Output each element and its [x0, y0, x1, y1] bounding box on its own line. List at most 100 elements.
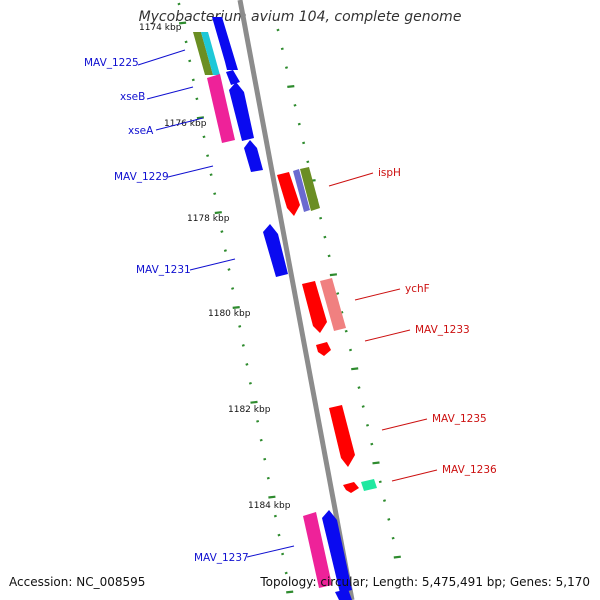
kbp-label-1178: 1178 kbp: [187, 214, 230, 224]
gene-xseb[interactable]: [207, 74, 235, 143]
gene-label-mav-1233[interactable]: MAV_1233: [415, 324, 470, 336]
left-track-minor-tick: [231, 287, 235, 290]
kbp-label-1180: 1180 kbp: [208, 309, 251, 319]
left-track-minor-tick: [238, 325, 242, 328]
left-track-minor-tick: [256, 419, 260, 423]
genome-backbone: [237, 0, 355, 600]
kbp-label-1176: 1176 kbp: [164, 119, 207, 129]
right-track-minor-tick: [344, 329, 348, 333]
right-track-major-tick: [329, 273, 338, 277]
kbp-label-1182: 1182 kbp: [228, 405, 271, 415]
right-track-minor-tick: [327, 254, 331, 258]
gene-isph-red[interactable]: [277, 172, 300, 216]
gene-mav-1233[interactable]: [316, 342, 331, 356]
gene-mav-1237[interactable]: [322, 510, 352, 593]
accession-text: Accession: NC_008595: [9, 575, 146, 589]
left-track-major-tick: [178, 21, 187, 25]
gene-label-mav-1237[interactable]: MAV_1237: [194, 552, 249, 564]
right-track-minor-tick: [378, 480, 382, 484]
genome-summary-text: Topology: circular; Length: 5,475,491 bp…: [260, 575, 590, 589]
gene-cyan[interactable]: [201, 32, 220, 75]
right-track-minor-tick: [319, 216, 323, 220]
gene-bottom-blue[interactable]: [335, 589, 352, 600]
right-track-minor-tick: [297, 122, 301, 126]
left-track-minor-tick: [248, 381, 252, 385]
gene-mav-1236-red[interactable]: [343, 482, 359, 493]
gene-mav-1231[interactable]: [263, 224, 288, 277]
right-track-minor-tick: [370, 442, 374, 446]
left-strand-genes: [193, 17, 352, 600]
left-track-minor-tick: [273, 514, 277, 518]
gene-ychf-red[interactable]: [302, 281, 327, 333]
left-tick-track: [177, 2, 294, 594]
gene-label-xseb[interactable]: xseB: [120, 91, 145, 103]
left-track-minor-tick: [277, 533, 281, 537]
left-track-minor-tick: [263, 457, 267, 461]
right-track-major-tick: [287, 85, 295, 88]
gene-small-blue[interactable]: [226, 70, 240, 85]
right-track-minor-tick: [348, 348, 353, 352]
right-track-minor-tick: [276, 28, 280, 32]
right-track-minor-tick: [280, 47, 284, 51]
gene-mav-1235[interactable]: [329, 405, 355, 467]
gene-label-mav-1229[interactable]: MAV_1229: [114, 171, 169, 183]
gene-mav-1229[interactable]: [244, 140, 263, 172]
right-track-major-tick: [351, 367, 359, 371]
right-track-minor-tick: [284, 66, 289, 69]
kbp-label-1174: 1174 kbp: [139, 23, 182, 33]
gene-isph[interactable]: [300, 167, 320, 211]
left-track-minor-tick: [206, 154, 210, 158]
left-track-minor-tick: [245, 363, 249, 366]
gene-mav-1225[interactable]: [212, 17, 238, 70]
right-track-minor-tick: [302, 141, 306, 145]
gene-mav-1236[interactable]: [361, 479, 377, 491]
left-track-minor-tick: [209, 173, 213, 177]
right-track-minor-tick: [361, 405, 365, 408]
gene-label-mav-1231[interactable]: MAV_1231: [136, 264, 191, 276]
gene-xsea[interactable]: [229, 82, 254, 141]
left-track-major-tick: [268, 495, 276, 499]
right-track-minor-tick: [336, 292, 340, 295]
right-strand-genes: [277, 167, 377, 493]
gene-label-mav-1236[interactable]: MAV_1236: [442, 464, 497, 476]
left-track-minor-tick: [259, 438, 263, 442]
right-track-minor-tick: [382, 499, 387, 502]
right-track-major-tick: [372, 461, 380, 465]
right-track-minor-tick: [293, 103, 297, 107]
right-track-minor-tick: [365, 423, 370, 427]
right-track-minor-tick: [357, 386, 361, 389]
right-track-minor-tick: [391, 536, 395, 540]
gene-olive[interactable]: [193, 32, 213, 75]
left-track-minor-tick: [220, 230, 224, 233]
gene-label-mav-1235[interactable]: MAV_1235: [432, 413, 487, 425]
left-track-minor-tick: [227, 268, 231, 271]
left-track-major-tick: [250, 400, 258, 404]
right-track-major-tick: [393, 555, 401, 559]
kbp-label-1184: 1184 kbp: [248, 501, 291, 511]
left-track-minor-tick: [188, 59, 192, 63]
left-track-minor-tick: [266, 476, 270, 480]
left-track-major-tick: [196, 116, 205, 120]
right-track-minor-tick: [306, 160, 310, 164]
left-track-minor-tick: [281, 552, 285, 556]
left-track-minor-tick: [184, 40, 188, 44]
right-tick-track: [276, 28, 401, 559]
gene-label-isph[interactable]: ispH: [378, 167, 401, 179]
left-track-minor-tick: [241, 344, 245, 347]
left-track-minor-tick: [202, 135, 206, 139]
left-track-minor-tick: [195, 97, 199, 101]
gene-label-xsea[interactable]: xseA: [128, 125, 154, 137]
left-track-major-tick: [232, 306, 240, 309]
left-track-minor-tick: [284, 571, 288, 575]
gene-isph-purple[interactable]: [293, 169, 310, 212]
left-track-minor-tick: [191, 78, 195, 82]
gene-mav-1237-pink[interactable]: [303, 512, 332, 588]
right-leader-lines: [328, 172, 438, 482]
gene-label-ychf[interactable]: ychF: [405, 283, 430, 295]
gene-label-mav-1225[interactable]: MAV_1225: [84, 57, 139, 69]
right-track-minor-tick: [323, 235, 327, 239]
gene-ychf[interactable]: [320, 278, 346, 331]
left-leader-lines: [137, 49, 295, 558]
left-track-minor-tick: [223, 249, 227, 252]
